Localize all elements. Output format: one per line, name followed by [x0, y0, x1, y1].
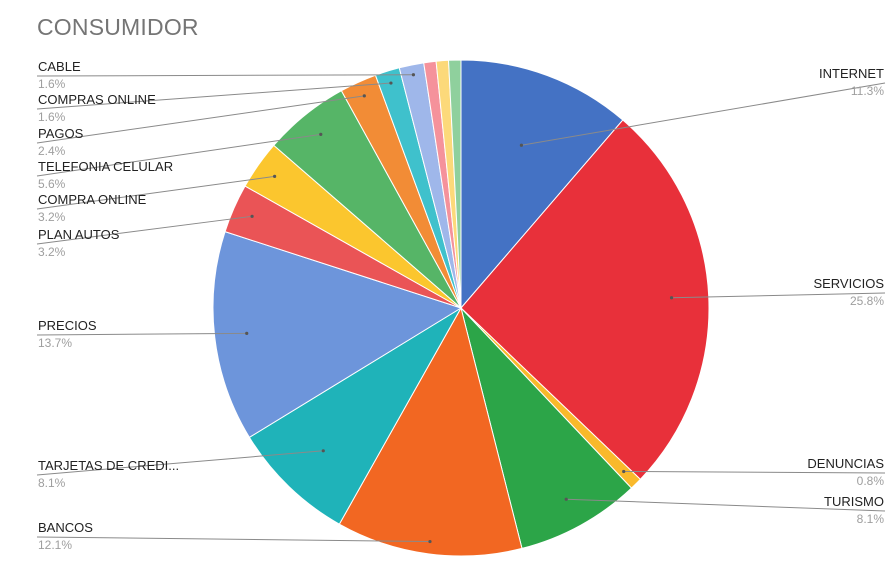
slice-percent: 12.1% — [38, 538, 72, 552]
slice-percent: 5.6% — [38, 177, 66, 191]
label-internet: INTERNET 11.3% — [519, 66, 886, 147]
leader-line — [36, 215, 253, 245]
label-compras-online: COMPRAS ONLINE 1.6% — [36, 81, 393, 124]
label-plan-autos: PLAN AUTOS 3.2% — [36, 214, 254, 259]
pie-slice-servicios — [460, 119, 710, 481]
leader-dot — [321, 449, 325, 453]
label-bancos: BANCOS 12.1% — [36, 520, 432, 552]
slice-percent: 11.3% — [851, 84, 884, 98]
chart-title: CONSUMIDOR — [37, 14, 199, 40]
leader-line — [36, 332, 247, 336]
pie-slice-bancos — [338, 306, 523, 557]
pie-slice-precios — [212, 231, 463, 439]
slice-percent: 1.6% — [38, 110, 66, 124]
leader-line — [671, 292, 886, 299]
leader-dot — [362, 94, 366, 98]
leader-dot — [273, 174, 277, 178]
slice-label: PAGOS — [38, 126, 84, 141]
leader-dot — [319, 132, 323, 136]
label-telefonia-celular: TELEFONIA CELULAR 5.6% — [36, 132, 323, 191]
leader-dot — [622, 469, 626, 474]
label-precios: PRECIOS 13.7% — [36, 318, 249, 350]
label-pagos: PAGOS 2.4% — [36, 94, 366, 158]
slice-percent: 2.4% — [38, 144, 66, 158]
label-tarjetas-de-credi: TARJETAS DE CREDI... 8.1% — [36, 449, 325, 490]
leader-line — [36, 133, 321, 177]
pie-slice-turismo — [460, 306, 633, 549]
leader-dot — [564, 497, 568, 501]
slice-percent: 3.2% — [38, 245, 66, 259]
leader-line — [36, 82, 391, 110]
slice-label: BANCOS — [38, 520, 93, 535]
slice-percent: 1.6% — [38, 77, 66, 91]
label-compra-online: COMPRA ONLINE 3.2% — [36, 174, 277, 224]
leader-line — [566, 498, 886, 512]
pie-slices — [212, 59, 710, 557]
slice-label: INTERNET — [819, 66, 884, 81]
slice-label: DENUNCIAS — [807, 456, 884, 471]
pie-slice-internet — [460, 59, 624, 310]
pie-slice-tarjetas-de-credi — [248, 306, 463, 525]
leader-line — [36, 536, 430, 543]
slice-label: PRECIOS — [38, 318, 97, 333]
label-denuncias: DENUNCIAS 0.8% — [622, 456, 886, 488]
leader-line — [623, 470, 886, 474]
slice-label: COMPRAS ONLINE — [38, 92, 156, 107]
slice-percent: 8.1% — [857, 512, 885, 526]
slice-percent: 25.8% — [850, 294, 884, 308]
leader-line — [36, 74, 414, 77]
leader-dot — [389, 81, 393, 85]
slice-label: TELEFONIA CELULAR — [38, 159, 173, 174]
leader-line — [36, 175, 275, 210]
slice-label: TURISMO — [824, 494, 884, 509]
leader-dot — [250, 214, 254, 218]
pie-slice-unlabeled-15 — [448, 59, 462, 309]
slice-percent: 8.1% — [38, 476, 66, 490]
label-turismo: TURISMO 8.1% — [564, 494, 886, 526]
slice-label: CABLE — [38, 59, 81, 74]
slice-percent: 3.2% — [38, 210, 66, 224]
slice-label: SERVICIOS — [813, 276, 884, 291]
label-servicios: SERVICIOS 25.8% — [669, 276, 886, 308]
leader-line — [36, 450, 324, 476]
leader-line — [36, 95, 365, 144]
leader-dot — [519, 143, 523, 147]
leader-dot — [669, 296, 674, 300]
slice-percent: 13.7% — [38, 336, 72, 350]
label-cable: CABLE 1.6% — [36, 59, 416, 91]
leader-line — [521, 82, 886, 146]
slice-label: TARJETAS DE CREDI... — [38, 458, 179, 473]
leader-dot — [411, 73, 416, 77]
slice-label: COMPRA ONLINE — [38, 192, 147, 207]
leader-dot — [245, 331, 249, 335]
slice-percent: 0.8% — [857, 474, 885, 488]
slice-label: PLAN AUTOS — [38, 227, 120, 242]
pie-labels: INTERNET 11.3% SERVICIOS 25.8% DENUNCIAS 0.8%… — [36, 59, 886, 552]
leader-dot — [428, 539, 432, 544]
